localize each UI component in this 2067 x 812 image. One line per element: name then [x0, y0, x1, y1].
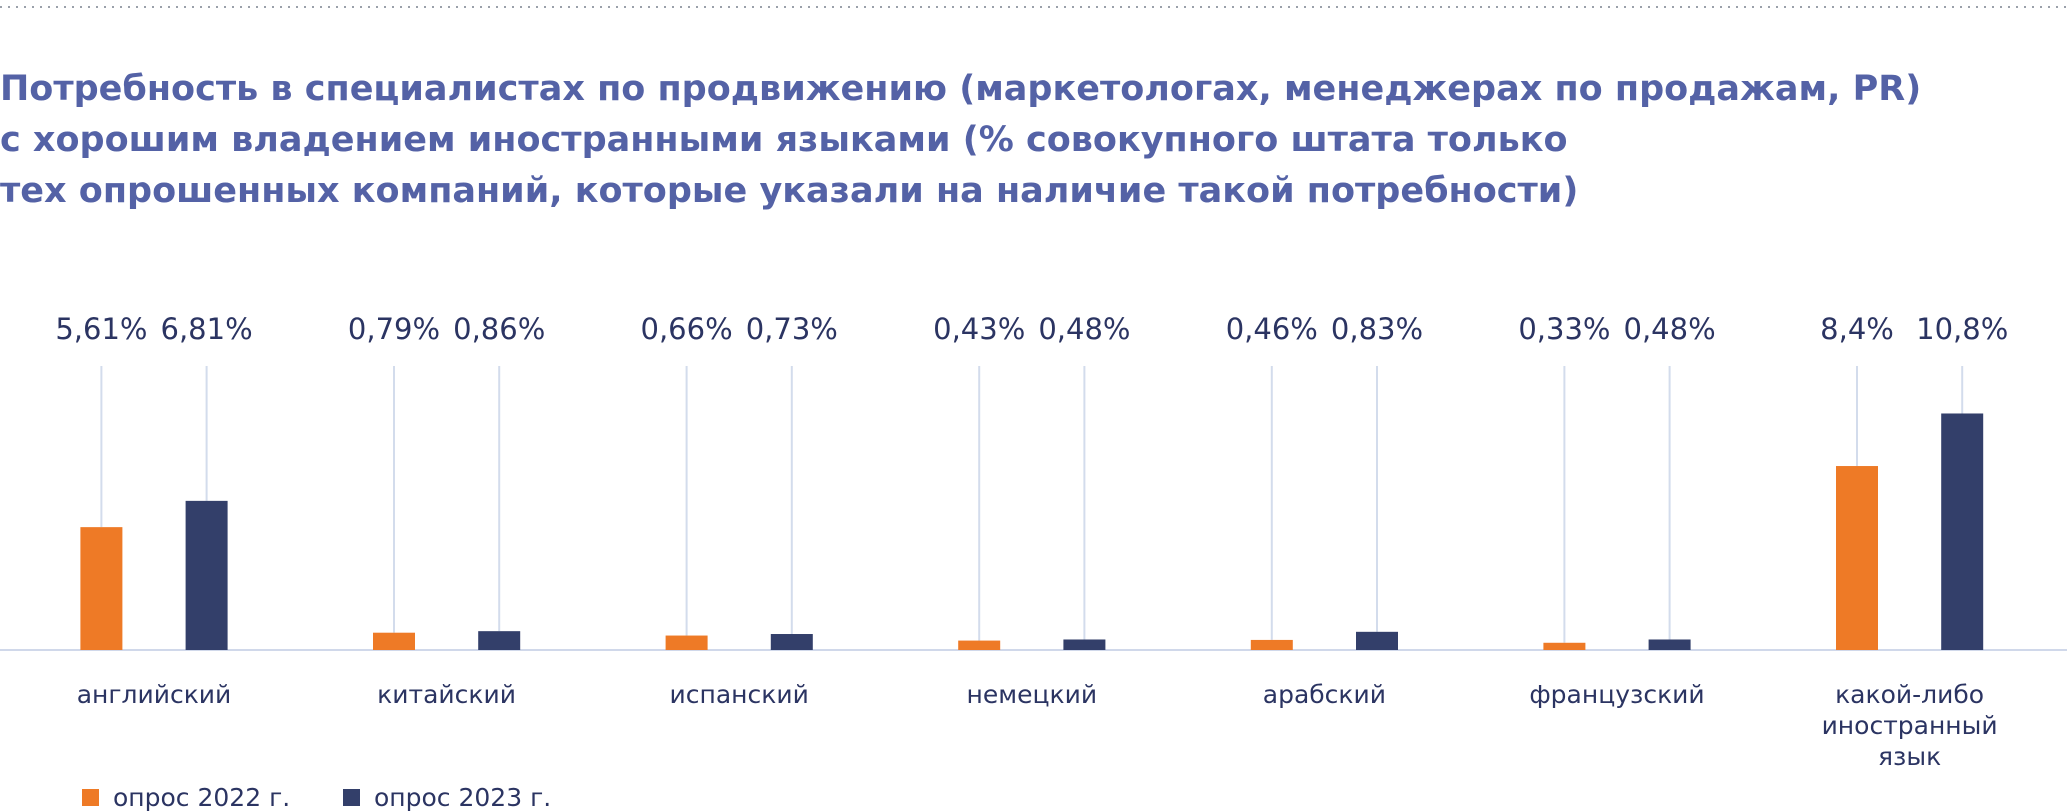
value-label: 5,61%: [55, 312, 147, 346]
title-line: с хорошим владением иностранными языками…: [0, 120, 1568, 160]
legend-item: опрос 2023 г.: [343, 783, 551, 812]
bar: [1543, 642, 1586, 650]
legend-swatch: [82, 789, 99, 806]
bar: [80, 527, 123, 650]
value-label: 0,83%: [1331, 312, 1423, 346]
x-tick-label: китайский: [377, 680, 516, 709]
x-tick-label: английский: [76, 680, 232, 709]
bar: [1063, 639, 1106, 650]
chart-title: Потребность в специалистах по продвижени…: [0, 64, 1921, 217]
value-label: 10,8%: [1916, 312, 2008, 346]
value-label: 0,79%: [348, 312, 440, 346]
bar: [185, 500, 228, 650]
bar: [958, 640, 1001, 650]
x-tick-label: какой-либо иностранный язык: [1821, 680, 1998, 771]
x-tick-label: немецкий: [966, 680, 1098, 709]
x-tick-label: арабский: [1262, 680, 1387, 709]
legend-item: опрос 2022 г.: [82, 783, 290, 812]
value-label: 0,66%: [641, 312, 733, 346]
legend-swatch: [343, 789, 360, 806]
bar: [1836, 466, 1878, 650]
value-label: 0,86%: [453, 312, 545, 346]
value-label: 0,48%: [1038, 312, 1130, 346]
legend-label: опрос 2023 г.: [374, 783, 552, 812]
value-label: 8,4%: [1820, 312, 1894, 346]
bar: [478, 631, 521, 650]
value-label: 0,48%: [1624, 312, 1716, 346]
bar: [1250, 639, 1293, 650]
bar: [665, 635, 708, 650]
value-label: 0,73%: [746, 312, 838, 346]
value-label: 0,46%: [1226, 312, 1318, 346]
title-line: Потребность в специалистах по продвижени…: [0, 69, 1922, 109]
bar: [1941, 413, 1984, 650]
bar: [1356, 631, 1398, 650]
title-line: тех опрошенных компаний, которые указали…: [0, 171, 1579, 211]
x-tick-label: французский: [1529, 680, 1705, 709]
value-label: 6,81%: [161, 312, 253, 346]
value-label: 0,43%: [933, 312, 1025, 346]
bar: [373, 632, 415, 650]
bar: [1648, 639, 1691, 650]
legend-label: опрос 2022 г.: [113, 783, 291, 812]
value-label: 0,33%: [1518, 312, 1610, 346]
x-tick-label: испанский: [669, 680, 809, 709]
bar: [770, 634, 813, 650]
